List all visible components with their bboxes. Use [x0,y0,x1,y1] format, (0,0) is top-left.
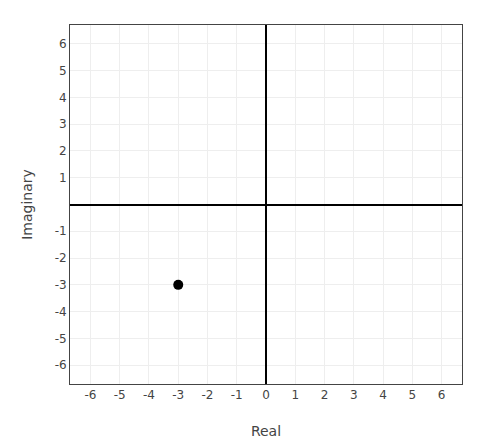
svg-text:6: 6 [438,388,446,402]
svg-text:-6: -6 [55,358,67,372]
svg-text:-6: -6 [84,388,96,402]
svg-text:2: 2 [59,144,67,158]
svg-text:5: 5 [408,388,416,402]
svg-text:Real: Real [251,423,281,439]
svg-text:-2: -2 [55,251,67,265]
svg-text:3: 3 [59,117,67,131]
svg-text:6: 6 [59,37,67,51]
svg-text:3: 3 [350,388,358,402]
svg-text:1: 1 [59,171,67,185]
svg-text:0: 0 [262,388,270,402]
svg-text:-1: -1 [231,388,243,402]
svg-text:-3: -3 [172,388,184,402]
svg-text:-4: -4 [143,388,155,402]
svg-text:2: 2 [321,388,329,402]
svg-text:1: 1 [291,388,299,402]
svg-text:4: 4 [379,388,387,402]
svg-text:-1: -1 [55,224,67,238]
svg-text:-4: -4 [55,305,67,319]
svg-text:-3: -3 [55,278,67,292]
svg-text:4: 4 [59,91,67,105]
svg-text:-5: -5 [55,332,67,346]
svg-text:-5: -5 [114,388,126,402]
svg-text:Imaginary: Imaginary [19,169,35,240]
svg-text:5: 5 [59,64,67,78]
svg-text:-2: -2 [202,388,214,402]
